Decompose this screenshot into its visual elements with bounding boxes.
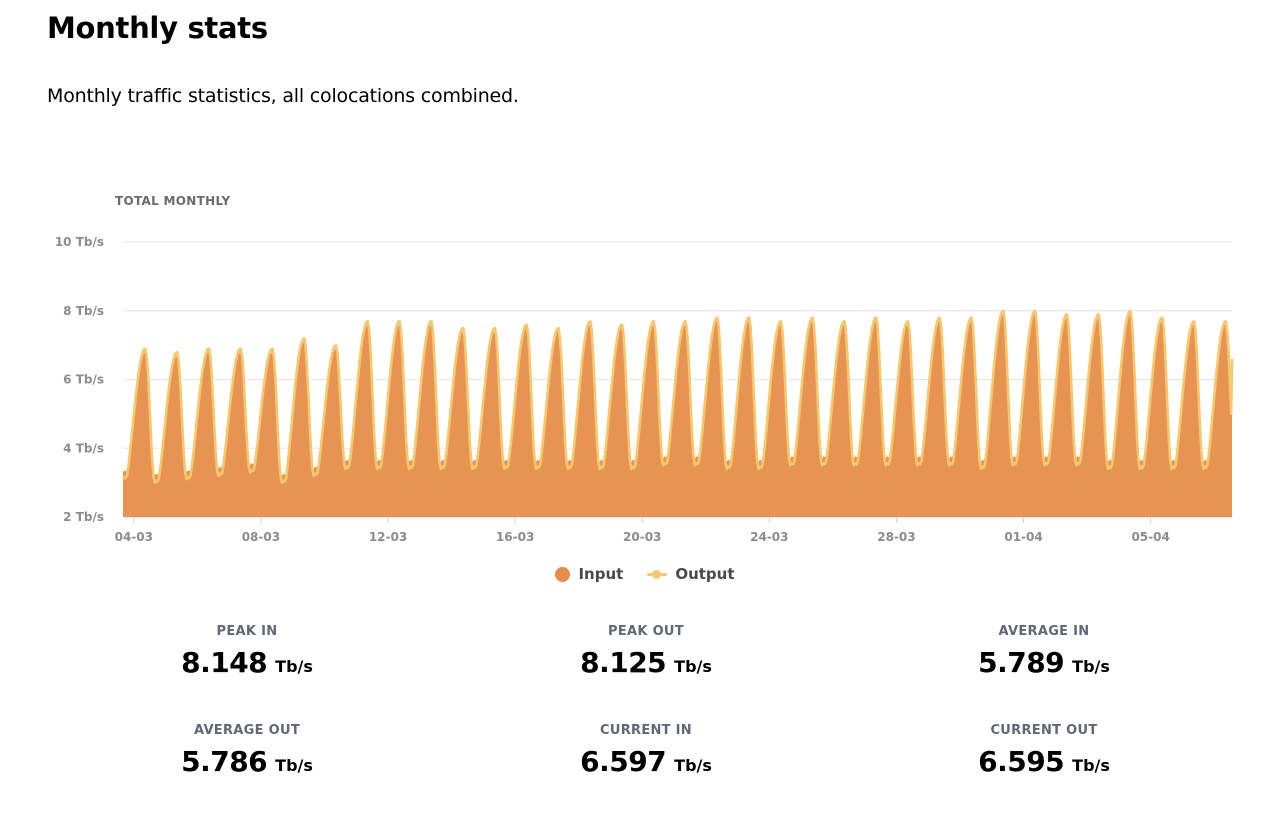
- page-title: Monthly stats: [47, 11, 268, 45]
- stat-peak-out: PEAK OUT 8.125 Tb/s: [496, 622, 796, 679]
- x-tick-label: 08-03: [242, 530, 280, 544]
- x-tick-label: 24-03: [750, 530, 788, 544]
- x-tick-label: 16-03: [496, 530, 534, 544]
- stat-average-in: AVERAGE IN 5.789 Tb/s: [894, 622, 1194, 679]
- stat-unit: Tb/s: [275, 756, 313, 775]
- x-tick-label: 04-03: [115, 530, 153, 544]
- stat-current-in: CURRENT IN 6.597 Tb/s: [496, 721, 796, 778]
- y-tick-label: 4 Tb/s: [63, 441, 104, 455]
- stat-unit: Tb/s: [674, 756, 712, 775]
- x-tick-label: 01-04: [1004, 530, 1042, 544]
- input-swatch-icon: [555, 566, 571, 582]
- y-tick-label: 10 Tb/s: [55, 235, 104, 249]
- traffic-chart[interactable]: TOTAL MONTHLY 10 Tb/s 8 Tb/s 6 Tb/s 4 Tb/s 2…: [0, 180, 1280, 560]
- stat-value: 6.597: [580, 745, 667, 778]
- stat-label: AVERAGE IN: [998, 624, 1090, 639]
- stat-unit: Tb/s: [674, 657, 712, 676]
- stat-label: AVERAGE OUT: [193, 723, 301, 738]
- stat-label: PEAK IN: [216, 624, 278, 639]
- stat-value: 5.786: [181, 745, 268, 778]
- stat-value: 8.125: [580, 646, 667, 679]
- stat-label: CURRENT IN: [600, 723, 692, 738]
- stat-unit: Tb/s: [1072, 756, 1110, 775]
- series-layer: [121, 309, 1234, 517]
- stat-label: PEAK OUT: [608, 624, 684, 639]
- y-tick-label: 2 Tb/s: [63, 510, 104, 524]
- stat-current-out: CURRENT OUT 6.595 Tb/s: [894, 721, 1194, 778]
- y-tick-label: 8 Tb/s: [63, 304, 104, 318]
- legend-label-input: Input: [578, 565, 624, 583]
- chart-title: TOTAL MONTHLY: [115, 194, 231, 208]
- legend-item-output[interactable]: Output: [647, 565, 735, 583]
- stat-peak-in: PEAK IN 8.148 Tb/s: [97, 622, 397, 679]
- x-tick-label: 05-04: [1131, 530, 1169, 544]
- legend-item-input[interactable]: Input: [555, 565, 623, 583]
- stat-unit: Tb/s: [1072, 657, 1110, 676]
- series-output-line: [121, 309, 1234, 484]
- x-tick-label: 20-03: [623, 530, 661, 544]
- x-axis-ticks: 04-03 08-03 12-03 16-03 20-03 24-03 28-03 01-04…: [115, 517, 1170, 544]
- output-swatch-icon: [647, 567, 668, 582]
- stat-value: 6.595: [978, 745, 1065, 778]
- stat-average-out: AVERAGE OUT 5.786 Tb/s: [97, 721, 397, 778]
- chart-legend: Input Output: [0, 565, 1280, 583]
- y-axis-ticks: 10 Tb/s 8 Tb/s 6 Tb/s 4 Tb/s 2 Tb/s: [55, 235, 104, 524]
- stat-unit: Tb/s: [275, 657, 313, 676]
- x-tick-label: 28-03: [877, 530, 915, 544]
- page-subtitle: Monthly traffic statistics, all colocati…: [47, 85, 519, 107]
- stat-value: 8.148: [181, 646, 268, 679]
- series-input-area: [123, 314, 1232, 517]
- x-tick-label: 12-03: [369, 530, 407, 544]
- stat-value: 5.789: [978, 646, 1065, 679]
- y-tick-label: 6 Tb/s: [63, 373, 104, 387]
- legend-label-output: Output: [675, 565, 735, 583]
- stat-label: CURRENT OUT: [990, 723, 1098, 738]
